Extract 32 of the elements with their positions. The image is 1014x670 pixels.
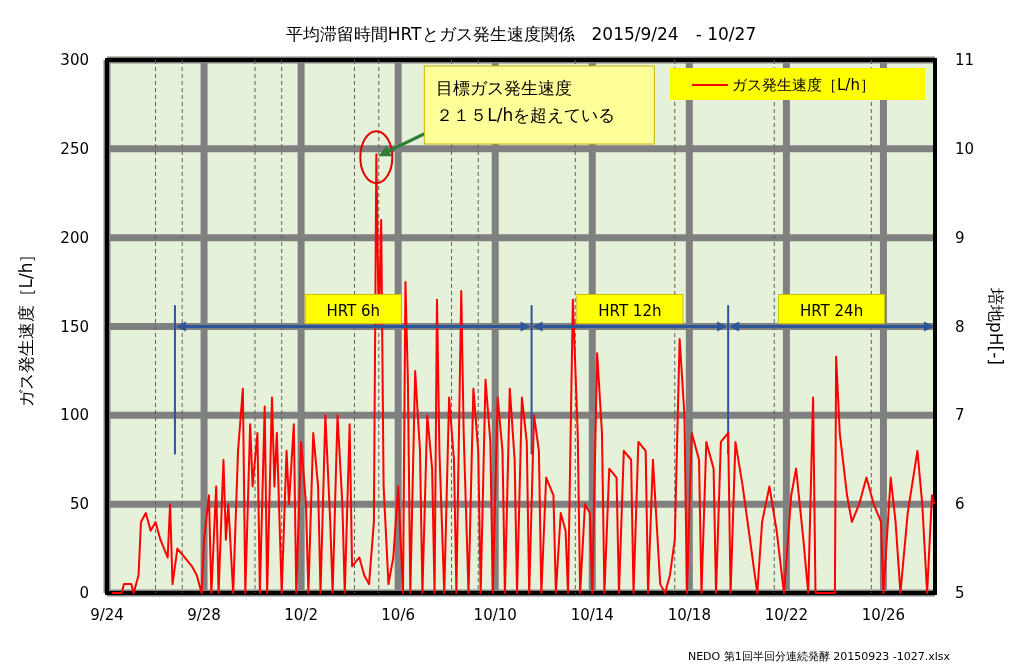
y2-tick-label: 9	[955, 228, 965, 247]
y-tick-label: 150	[60, 317, 89, 336]
annotation: HRT 24h	[800, 301, 864, 320]
y-tick-label: 200	[60, 228, 89, 247]
y-tick-label: 250	[60, 139, 89, 158]
y2-tick-label: 6	[955, 495, 965, 514]
annotation: HRT 12h	[598, 301, 662, 320]
y-tick-label: 300	[60, 51, 89, 69]
x-tick-label: 10/22	[764, 606, 808, 624]
x-tick-label: 10/26	[861, 606, 906, 624]
y-axis-title: ガス発生速度［L/h］	[16, 245, 36, 408]
chart-title: 平均滞留時間HRTとガス発生速度関係 2015/9/24 - 10/27	[285, 24, 757, 44]
y-tick-label: 0	[79, 584, 89, 602]
y2-tick-label: 5	[955, 584, 965, 602]
y2-tick-label: 10	[955, 139, 975, 158]
x-tick-label: 10/14	[570, 606, 614, 624]
x-tick-label: 9/24	[90, 606, 124, 624]
y2-tick-label: 11	[955, 51, 975, 69]
legend-label: ガス発生速度［L/h］	[732, 76, 875, 94]
x-tick-label: 10/6	[381, 606, 416, 624]
y2-axis-title: 培地pH[-]	[986, 287, 1006, 365]
y2-tick-label: 8	[955, 317, 965, 336]
y-tick-label: 100	[60, 406, 89, 425]
x-tick-label: 9/28	[187, 606, 221, 624]
y2-tick-label: 7	[955, 406, 965, 425]
y-tick-label: 50	[69, 495, 89, 514]
x-tick-label: 10/10	[473, 606, 517, 624]
x-tick-label: 10/2	[284, 606, 318, 624]
annotation: HRT 6h	[326, 301, 381, 320]
annotation: 目標ガス発生速度２１５L/hを超えている	[436, 78, 616, 125]
text: NEDO 第1回半回分連続発酵 20150923 -1027.xlsx	[687, 650, 951, 663]
x-tick-label: 10/18	[667, 606, 711, 624]
